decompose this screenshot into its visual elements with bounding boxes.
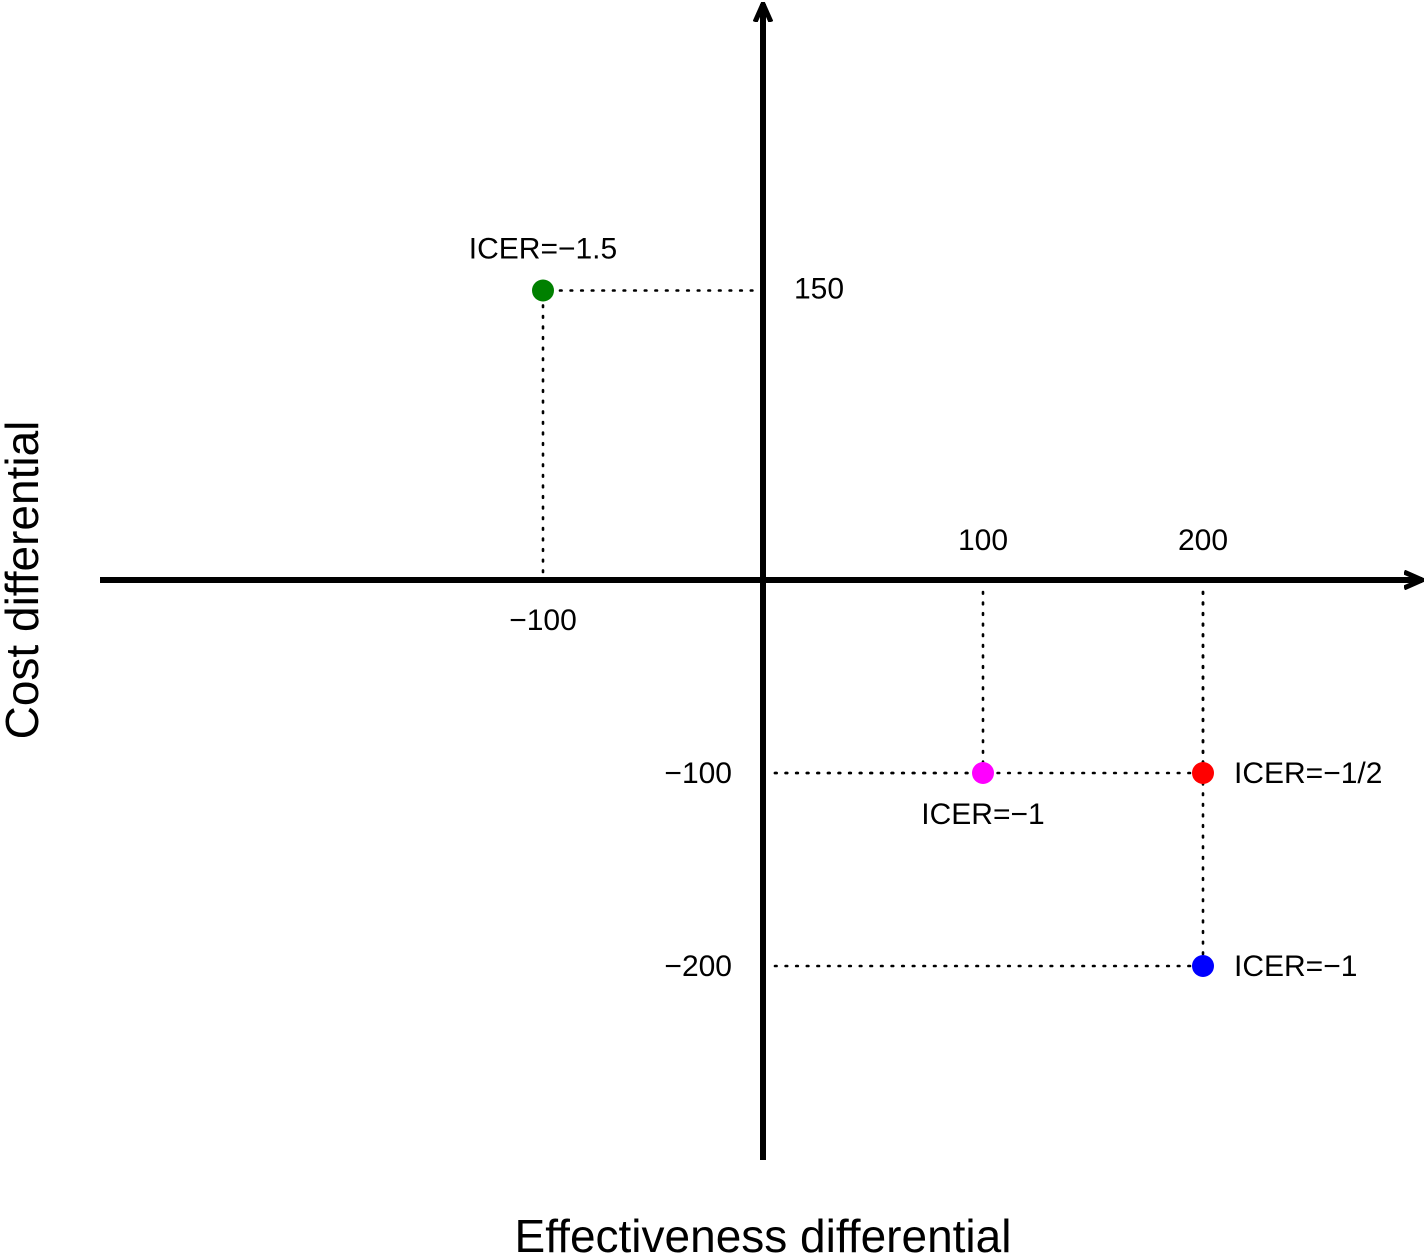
icer-label: ICER=−1/2 xyxy=(1234,757,1382,790)
data-point xyxy=(972,762,994,784)
icer-label: ICER=−1 xyxy=(1234,950,1357,983)
y-tick-label: −100 xyxy=(664,757,732,790)
y-tick-label: 150 xyxy=(794,273,844,306)
x-tick-label: 100 xyxy=(958,524,1008,557)
y-axis-title: Cost differential xyxy=(0,421,48,740)
x-tick-label: 200 xyxy=(1178,524,1228,557)
data-point xyxy=(1192,955,1214,977)
icer-label: ICER=−1 xyxy=(921,798,1044,831)
data-points xyxy=(532,279,1214,977)
x-axis-title: Effectiveness differential xyxy=(515,1210,1012,1255)
icer-label: ICER=−1.5 xyxy=(469,233,617,266)
x-tick-label: −100 xyxy=(509,604,577,637)
data-point xyxy=(532,279,554,302)
guide-lines xyxy=(541,289,1205,968)
data-point xyxy=(1192,762,1214,784)
labels: ICER=−1.5 −100 150 ICER=−1 100 −100 ICER=−1/2 2… xyxy=(469,233,1383,984)
y-tick-label: −200 xyxy=(664,950,732,983)
